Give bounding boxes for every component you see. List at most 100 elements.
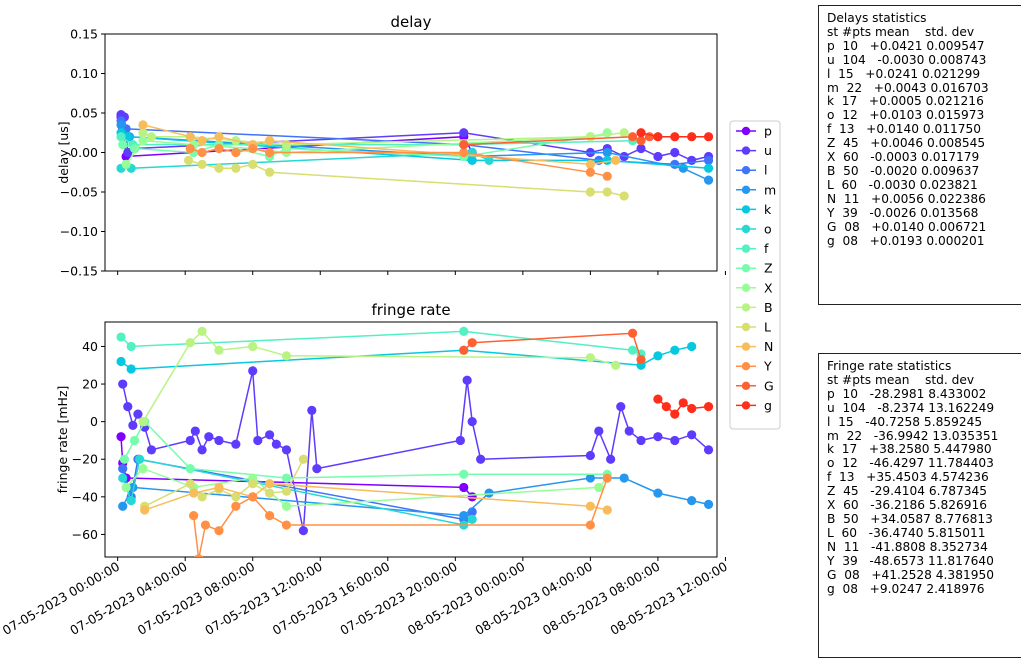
rate-stats-row: X 60 -36.2186 5.826916 (827, 498, 988, 513)
rate-point-Y (231, 501, 241, 511)
delay-point-m (678, 163, 688, 173)
delay-point-o (484, 155, 494, 165)
delay-point-N (611, 155, 621, 165)
rate-xtick-label: 07-05-2023 04:00:00 (67, 559, 190, 638)
rate-point-u (253, 435, 263, 446)
legend-marker-L (741, 322, 751, 332)
rate-point-m (703, 499, 714, 509)
rate-point-Z (129, 435, 140, 446)
delay-point-L (248, 159, 258, 169)
rate-series-line-G (463, 332, 642, 360)
rate-point-k (687, 341, 697, 352)
delay-stats-box: Delays statistics st #pts mean std. dev … (818, 5, 1021, 305)
delay-point-B (146, 132, 157, 142)
delay-ytick-label: −0.10 (60, 224, 98, 239)
delay-point-k (467, 155, 477, 165)
rate-stats-row: B 50 +34.0587 8.776813 (827, 511, 993, 526)
rate-point-g (687, 403, 697, 414)
delay-point-X (121, 159, 131, 169)
legend-label-m: m (764, 182, 776, 197)
delay-point-B (585, 132, 595, 142)
rate-point-p (467, 492, 477, 502)
rate-point-u (271, 439, 281, 449)
legend-label-u: u (764, 143, 772, 158)
delay-data (116, 109, 714, 201)
rate-point-Z (185, 464, 195, 474)
rate-series-line-l (121, 458, 473, 521)
delay-point-g (636, 128, 646, 138)
delay-series-line-G (463, 135, 650, 146)
delay-point-N (197, 136, 207, 146)
delay-stats-row: m 22 +0.0043 0.016703 (827, 80, 989, 95)
legend-label-l: l (764, 163, 767, 178)
rate-xtick-label: 07-05-2023 00:00:00 (0, 559, 122, 638)
delay-stats-row: u 104 -0.0030 0.008743 (827, 52, 987, 67)
rate-point-u (455, 435, 465, 446)
rate-point-g (678, 398, 688, 408)
delay-point-N (585, 159, 595, 169)
rate-series-line-Y (192, 477, 609, 557)
rate-point-L (248, 479, 258, 489)
rate-point-u (476, 454, 486, 464)
rate-point-u (118, 379, 128, 389)
delay-point-G (627, 132, 638, 142)
rate-point-u (307, 405, 317, 415)
rate-point-m (118, 501, 128, 511)
rate-xtick-label: 07-05-2023 16:00:00 (270, 559, 393, 638)
delay-point-g (687, 132, 697, 142)
rate-point-u (653, 432, 663, 442)
rate-point-Y (281, 520, 292, 530)
rate-point-Z (281, 473, 292, 483)
rate-point-g (661, 402, 671, 412)
rate-axes-frame (104, 321, 718, 558)
rate-point-B (138, 417, 148, 427)
legend-marker-G (741, 381, 751, 390)
legend-box (729, 120, 781, 430)
rate-xtick-label: 08-05-2023 04:00:00 (472, 559, 595, 638)
legend-marker-p (741, 126, 751, 136)
rate-data (116, 326, 714, 557)
legend-marker-Z (741, 264, 751, 273)
delay-point-Y (265, 147, 275, 158)
rate-point-Y (585, 520, 595, 530)
rate-point-u (624, 426, 634, 436)
rate-xtick-label: 08-05-2023 00:00:00 (405, 559, 528, 638)
rate-stats-row: m 22 -36.9942 13.035351 (827, 428, 999, 443)
delay-point-u (636, 143, 646, 154)
rate-point-o (126, 496, 136, 506)
rate-point-u (214, 435, 224, 446)
delay-point-L (183, 155, 194, 165)
rate-xtick-label: 08-05-2023 08:00:00 (540, 559, 663, 638)
delay-title: delay (391, 13, 432, 31)
delay-ytick-label: −0.05 (60, 185, 98, 200)
delay-point-L (231, 163, 241, 173)
rate-point-X (138, 464, 148, 474)
delay-stats-row: X 60 -0.0003 0.017179 (827, 150, 980, 165)
rate-point-B (611, 360, 621, 370)
rate-point-k (126, 364, 136, 374)
rate-point-X (594, 482, 604, 493)
delay-point-L (265, 167, 275, 177)
delay-point-L (197, 159, 207, 169)
rate-point-u (265, 430, 275, 440)
rate-ylabel: fringe rate [mHz] (55, 386, 70, 494)
delay-stats-row: Z 45 +0.0046 0.008545 (827, 136, 986, 151)
delay-point-Y (185, 143, 195, 154)
rate-point-f (627, 345, 638, 355)
rate-point-u (606, 454, 616, 464)
legend-label-Y: Y (763, 359, 772, 374)
rate-xtick-label: 08-05-2023 12:00:00 (607, 559, 730, 638)
rate-point-Y (602, 473, 612, 483)
rate-stats-box: Fringe rate statistics st #pts mean std.… (818, 353, 1021, 658)
delay-stats-row: g 08 +0.0193 0.000201 (827, 233, 985, 248)
rate-xtick-label: 07-05-2023 12:00:00 (202, 559, 325, 638)
rate-point-L (298, 454, 308, 464)
rate-point-m (128, 482, 138, 493)
rate-ytick-label: 40 (82, 339, 98, 354)
rate-point-g (703, 402, 714, 412)
legend-marker-o (741, 224, 751, 234)
rate-point-o (118, 473, 128, 483)
delay-point-l (703, 155, 714, 165)
rate-panel (101, 321, 726, 561)
